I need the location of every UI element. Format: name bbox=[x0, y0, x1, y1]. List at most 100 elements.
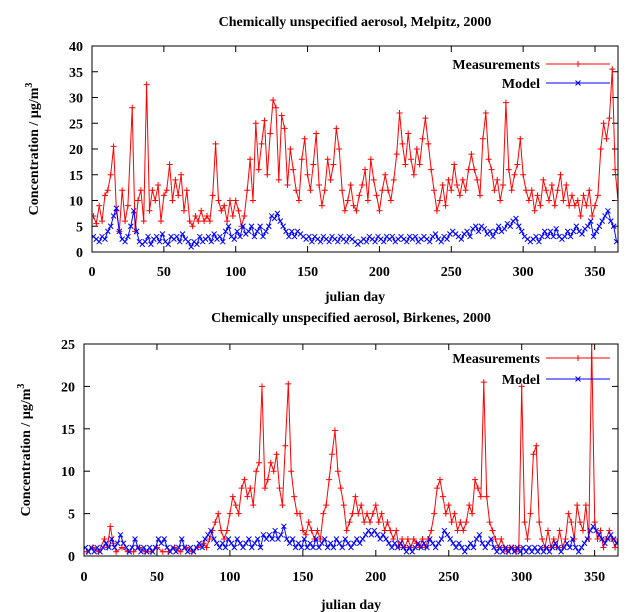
data-point bbox=[483, 493, 490, 500]
data-point bbox=[456, 192, 463, 199]
data-point bbox=[156, 238, 163, 245]
data-point bbox=[459, 544, 465, 551]
data-point bbox=[125, 233, 131, 240]
y-tick-label: 20 bbox=[69, 143, 83, 158]
data-point bbox=[240, 223, 246, 230]
x-tick-label: 350 bbox=[585, 265, 606, 280]
data-point bbox=[219, 238, 226, 245]
data-point bbox=[397, 540, 404, 547]
data-point bbox=[539, 536, 546, 543]
data-point bbox=[188, 243, 195, 250]
data-point bbox=[140, 544, 147, 551]
data-point bbox=[306, 233, 312, 240]
data-point bbox=[597, 527, 604, 534]
data-point bbox=[203, 544, 210, 551]
data-point bbox=[544, 527, 551, 534]
plot-frame bbox=[83, 343, 619, 557]
data-point bbox=[318, 540, 325, 547]
data-point bbox=[526, 544, 532, 551]
data-point bbox=[479, 540, 486, 547]
data-point bbox=[92, 212, 97, 219]
data-point bbox=[246, 536, 252, 542]
data-point bbox=[101, 536, 108, 543]
data-point bbox=[445, 176, 452, 183]
x-tick-label: 50 bbox=[150, 570, 164, 585]
data-point bbox=[566, 202, 573, 209]
data-point bbox=[288, 228, 295, 235]
data-point bbox=[232, 197, 239, 204]
data-point bbox=[270, 97, 277, 104]
data-point bbox=[299, 527, 306, 534]
x-tick-label: 300 bbox=[511, 570, 532, 585]
data-point bbox=[310, 544, 316, 551]
data-point bbox=[146, 544, 153, 551]
data-point bbox=[574, 197, 581, 204]
data-point bbox=[569, 192, 576, 199]
data-point bbox=[502, 544, 509, 551]
data-point bbox=[203, 212, 210, 219]
data-point bbox=[142, 238, 149, 245]
data-point bbox=[107, 171, 114, 178]
data-point bbox=[500, 182, 507, 189]
data-point bbox=[264, 476, 271, 483]
data-point bbox=[293, 187, 300, 194]
data-point bbox=[413, 146, 420, 152]
data-point bbox=[255, 166, 262, 173]
data-point bbox=[135, 544, 141, 551]
data-point bbox=[537, 202, 544, 209]
data-point bbox=[304, 544, 311, 551]
data-point bbox=[122, 218, 129, 225]
data-point bbox=[264, 171, 271, 178]
data-point bbox=[609, 66, 616, 73]
data-point bbox=[358, 502, 365, 509]
data-point bbox=[314, 527, 321, 534]
data-point bbox=[390, 176, 397, 183]
data-point bbox=[581, 540, 588, 547]
legend-label: Measurements bbox=[452, 58, 540, 73]
data-point bbox=[291, 233, 298, 240]
data-point bbox=[610, 223, 617, 230]
data-point bbox=[577, 519, 584, 526]
data-point bbox=[199, 544, 206, 551]
data-point bbox=[495, 223, 502, 230]
data-point bbox=[160, 192, 167, 199]
data-point bbox=[547, 228, 554, 235]
data-point bbox=[379, 187, 386, 194]
x-tick-label: 250 bbox=[438, 570, 459, 585]
data-point bbox=[223, 527, 230, 534]
data-point bbox=[97, 548, 103, 555]
data-point bbox=[231, 544, 238, 551]
data-point bbox=[533, 442, 540, 449]
data-point bbox=[347, 182, 354, 189]
data-point bbox=[416, 161, 423, 168]
data-point bbox=[477, 192, 484, 199]
data-point bbox=[573, 223, 580, 230]
data-point bbox=[403, 238, 410, 245]
data-point bbox=[298, 544, 305, 551]
data-point bbox=[221, 202, 228, 209]
data-point bbox=[102, 236, 108, 242]
data-point bbox=[444, 236, 450, 242]
data-point bbox=[590, 523, 597, 530]
data-point bbox=[583, 202, 590, 209]
data-point bbox=[193, 544, 200, 551]
data-point bbox=[179, 231, 186, 237]
data-point bbox=[548, 182, 555, 189]
data-point bbox=[143, 81, 150, 88]
data-point bbox=[152, 544, 159, 551]
data-point bbox=[165, 241, 172, 248]
data-point bbox=[263, 536, 270, 542]
data-point bbox=[487, 228, 493, 235]
data-point bbox=[177, 548, 184, 555]
data-point bbox=[272, 527, 278, 534]
data-point bbox=[283, 536, 290, 542]
data-point bbox=[552, 540, 559, 547]
data-point bbox=[295, 540, 302, 547]
data-point bbox=[438, 238, 445, 245]
data-point bbox=[363, 238, 370, 245]
data-point bbox=[530, 451, 537, 458]
data-point bbox=[187, 544, 194, 551]
data-point bbox=[212, 140, 219, 147]
data-point bbox=[267, 130, 274, 137]
data-point bbox=[217, 233, 223, 240]
